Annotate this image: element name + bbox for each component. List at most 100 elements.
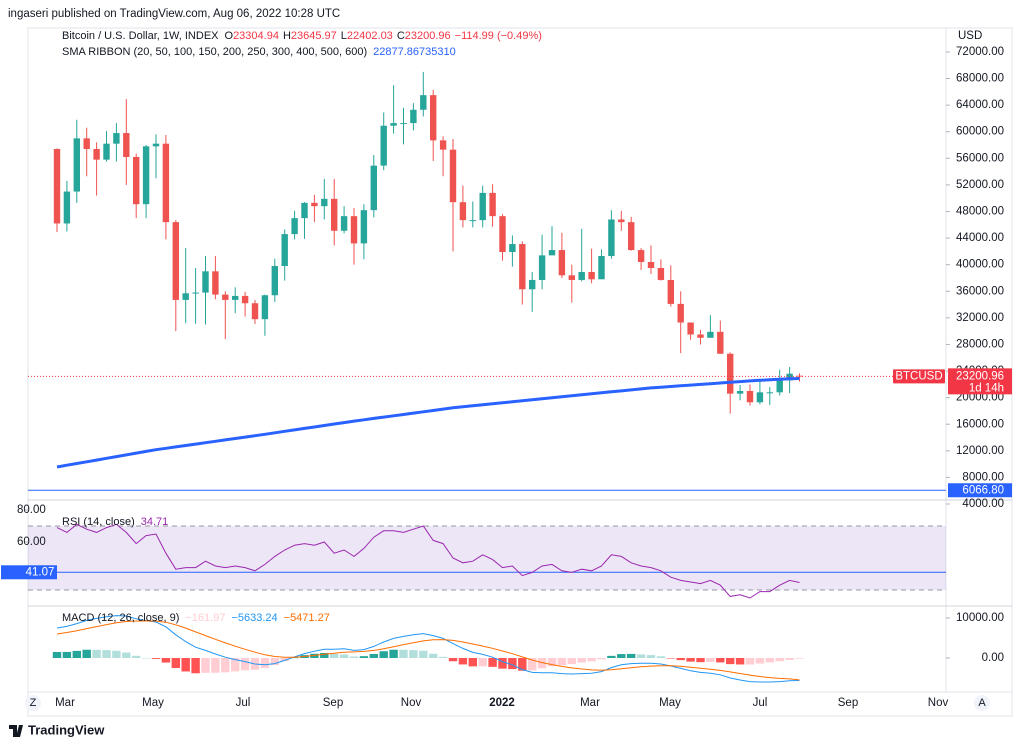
candle-body	[53, 148, 61, 224]
symbol: Bitcoin / U.S. Dollar, 1W, INDEX	[62, 30, 219, 42]
macd-histogram-bar	[468, 658, 477, 667]
macd-tick-label: 10000.00	[956, 612, 1004, 624]
macd-histogram-bar	[260, 658, 270, 669]
symbol-tag	[893, 369, 945, 384]
rsi-band	[28, 526, 946, 590]
macd-histogram-bar	[448, 658, 458, 662]
candle-body	[291, 218, 298, 235]
macd-histogram-bar	[646, 655, 656, 658]
candle-body	[152, 143, 160, 147]
macd-tick-label: 0.00	[982, 652, 1004, 664]
zoom-button-label[interactable]: Z	[30, 697, 37, 709]
macd-histogram-bar	[557, 658, 567, 666]
price-tag-label: 23200.96	[956, 370, 1004, 382]
x-tick-label: Jul	[753, 697, 768, 709]
candle-body	[687, 322, 694, 335]
auto-button[interactable]	[974, 695, 990, 711]
signal-value: −5471.27	[284, 612, 330, 624]
candle-body	[786, 373, 793, 381]
candle-body	[321, 198, 328, 207]
zoom-button[interactable]	[25, 695, 41, 711]
macd-histogram-bar	[82, 649, 91, 658]
sma-ribbon-line	[56, 377, 800, 469]
x-tick-label: Sep	[838, 697, 858, 709]
macd-histogram-bar	[399, 649, 408, 658]
y-tick-label: 12000.00	[956, 445, 1004, 457]
macd-histogram-bar	[339, 654, 349, 658]
x-tick-label: May	[142, 697, 164, 709]
macd-histogram-bar	[359, 656, 369, 658]
candle-body	[439, 140, 447, 150]
candle-body	[83, 138, 90, 149]
macd-histogram-bar	[498, 658, 507, 669]
candle-body	[113, 133, 120, 144]
candle-body	[251, 303, 259, 320]
currency-label: USD	[958, 30, 982, 42]
macd-histogram-bar	[537, 658, 547, 669]
rsi-value: 34.71	[141, 516, 169, 528]
macd-histogram-bar	[478, 658, 487, 667]
candle-body	[360, 210, 368, 244]
macd-legend: MACD (12, 26, close, 9) −161.97 −5633.24 −5…	[62, 612, 330, 624]
y-tick-label: 32000.00	[956, 312, 1004, 324]
candle-body	[637, 250, 645, 263]
macd-histogram-bar	[112, 650, 121, 658]
macd-histogram-bar	[419, 650, 428, 658]
macd-histogram-bar	[191, 658, 200, 674]
candle-body	[489, 192, 496, 217]
candle-body	[340, 216, 348, 231]
candle-body	[281, 234, 288, 267]
y-tick-label: 56000.00	[956, 152, 1004, 164]
candle-body	[618, 219, 625, 223]
macd-histogram-bar	[795, 658, 804, 659]
macd-histogram-bar	[270, 658, 279, 666]
candle-body	[736, 390, 744, 394]
candle-body	[459, 202, 467, 221]
sma-legend: SMA RIBBON (20, 50, 100, 150, 200, 250, …	[62, 46, 456, 58]
x-tick-label: Nov	[401, 697, 422, 709]
macd-histogram-bar	[330, 654, 339, 658]
rsi-line	[56, 523, 800, 599]
symbol-tag-label: BTCUSD	[895, 370, 942, 382]
macd-histogram-bar	[280, 658, 289, 662]
rsi-level-tag	[1, 565, 57, 580]
candle-body	[73, 138, 80, 192]
candle-body	[261, 295, 269, 320]
macd-histogram-bar	[379, 651, 388, 658]
macd-histogram-bar	[181, 658, 190, 672]
candle-body	[172, 222, 179, 300]
rsi-level-label: 41.07	[26, 566, 55, 578]
auto-button-label[interactable]: A	[978, 697, 986, 709]
macd-histogram-bar	[518, 658, 527, 671]
y-tick-label: 72000.00	[956, 46, 1004, 58]
x-tick-label: Sep	[323, 697, 343, 709]
candle-body	[558, 250, 566, 276]
macd-histogram-bar	[686, 658, 695, 662]
candle-body	[588, 271, 595, 280]
y-tick-label: 28000.00	[956, 338, 1004, 350]
candle-body	[479, 192, 486, 221]
candle-body	[103, 143, 110, 160]
candle-body	[311, 202, 318, 207]
candle-body	[370, 165, 377, 211]
candle-body	[410, 109, 417, 124]
candle-body	[647, 262, 655, 268]
macd-histogram-bar	[141, 657, 151, 659]
y-tick-label: 60000.00	[956, 126, 1004, 138]
macd-histogram-bar	[528, 658, 537, 671]
macd-histogram-bar	[122, 652, 131, 658]
candle-body	[707, 331, 714, 338]
signal-line	[56, 620, 800, 681]
y-tick-label: 44000.00	[956, 232, 1004, 244]
candle-body	[182, 293, 189, 300]
macd-histogram-bar	[567, 658, 576, 665]
publish-header: ingaseri published on TradingView.com, A…	[8, 8, 340, 20]
macd-histogram-bar	[458, 658, 468, 665]
macd-histogram-bar	[52, 652, 62, 658]
macd-histogram-bar	[627, 653, 636, 658]
candle-body	[538, 255, 546, 280]
y-tick-label: 64000.00	[956, 99, 1004, 111]
y-tick-label: 68000.00	[956, 73, 1004, 85]
macd-histogram-bar	[547, 658, 557, 667]
